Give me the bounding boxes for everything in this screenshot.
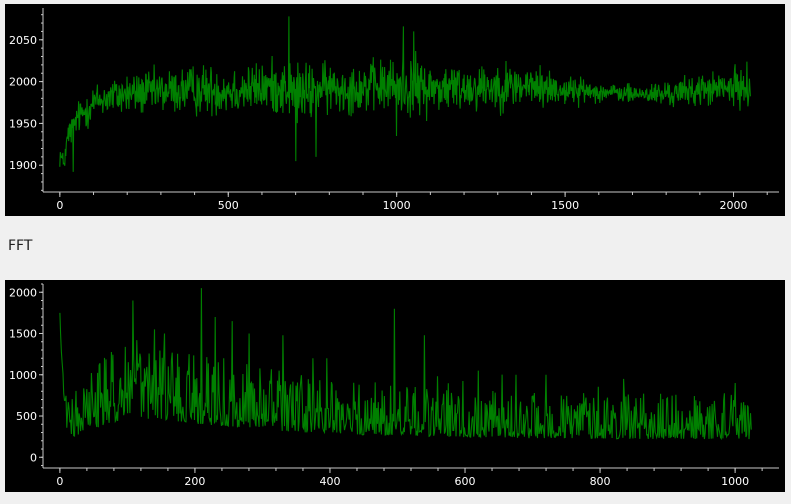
x-tick-label: 2000 [720, 199, 748, 212]
fft-chart: 0 500 1000 1500 2000 0 200 400 600 800 1000 [9, 283, 779, 488]
x-tick-label: 0 [56, 475, 63, 488]
fft-plot[interactable]: 0 500 1000 1500 2000 0 200 400 600 800 1000 [5, 280, 785, 492]
x-tick-label: 1000 [383, 199, 411, 212]
y-tick-label: 0 [30, 451, 37, 464]
y-tick-label: 2000 [9, 286, 37, 299]
time-series-chart: 1900 1950 2000 2050 0 500 1000 1500 2000 [9, 8, 779, 212]
x-tick-label: 0 [56, 199, 63, 212]
y-tick-label: 1500 [9, 328, 37, 341]
y-tick-label: 1950 [9, 117, 37, 130]
fft-label: FFT [8, 238, 33, 254]
x-tick-label: 600 [455, 475, 476, 488]
x-tick-label: 1500 [551, 199, 579, 212]
x-tick-label: 400 [319, 475, 340, 488]
x-tick-label: 1000 [721, 475, 749, 488]
y-tick-label: 1000 [9, 369, 37, 382]
y-tick-label: 2000 [9, 76, 37, 89]
x-tick-label: 500 [218, 199, 239, 212]
x-tick-label: 200 [184, 475, 205, 488]
y-tick-label: 1900 [9, 159, 37, 172]
y-tick-label: 2050 [9, 34, 37, 47]
y-tick-label: 500 [16, 410, 37, 423]
x-tick-label: 800 [590, 475, 611, 488]
series-line [59, 16, 751, 172]
time-series-plot[interactable]: 1900 1950 2000 2050 0 500 1000 1500 2000 [5, 4, 785, 216]
series-line [59, 288, 752, 441]
